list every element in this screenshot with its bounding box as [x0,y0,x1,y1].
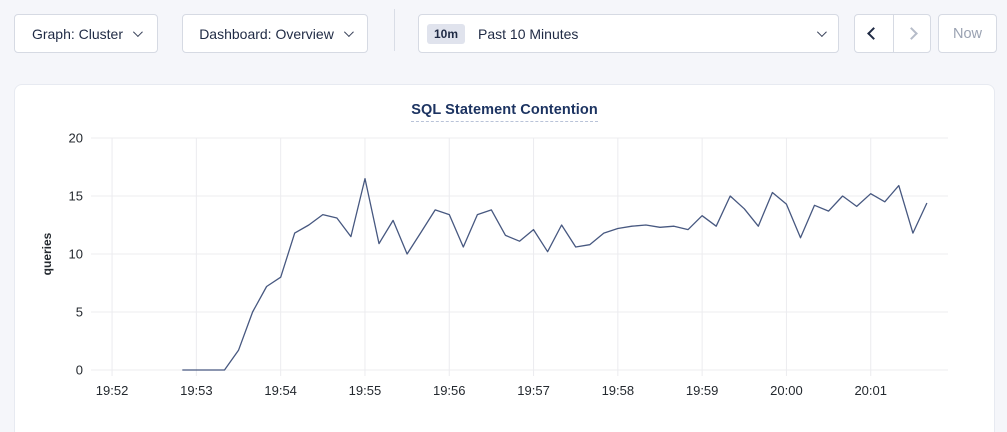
chevron-down-icon [343,27,354,38]
x-tick-label: 19:58 [602,383,635,398]
x-tick-label: 19:56 [433,383,466,398]
x-tick-label: 19:54 [264,383,297,398]
chart-panel: SQL Statement Contention 0 5 10 15 20 19:52 19… [14,84,995,432]
chevron-down-icon [816,27,827,38]
chevron-left-icon [867,27,881,40]
time-step-buttons [854,14,931,53]
x-tick-label: 19:52 [96,383,129,398]
time-next-button[interactable] [892,15,931,52]
y-tick-label: 15 [69,189,83,204]
y-tick-label: 20 [69,131,83,146]
y-axis-label: queries [40,232,54,275]
y-tick-label: 10 [69,247,83,262]
y-tick-label: 5 [76,305,83,320]
sql-statement-contention-chart: 0 5 10 15 20 19:52 19:53 19:54 19:55 19:56 19:57 19… [40,131,948,398]
time-range-badge: 10m [427,23,466,44]
toolbar-divider [394,9,395,51]
x-tick-label: 19:57 [517,383,550,398]
time-range-label: Past 10 Minutes [478,25,579,42]
x-tick-label: 20:01 [854,383,887,398]
x-tick-label: 19:53 [180,383,213,398]
graph-dropdown-label: Graph: Cluster [31,25,124,42]
graph-dropdown[interactable]: Graph: Cluster [14,14,158,53]
chart-title[interactable]: SQL Statement Contention [411,102,598,122]
now-button[interactable]: Now [938,14,997,53]
chart-title-wrap: SQL Statement Contention [15,101,994,122]
dashboard-dropdown-label: Dashboard: Overview [199,25,334,42]
y-tick-label: 0 [76,363,83,378]
x-tick-label: 20:00 [770,383,803,398]
chevron-down-icon [132,27,143,38]
x-tick-label: 19:59 [686,383,719,398]
time-range-selector[interactable]: 10m Past 10 Minutes [418,14,839,53]
toolbar: Graph: Cluster Dashboard: Overview 10m P… [0,0,1007,68]
chevron-right-icon [905,27,919,40]
dashboard-dropdown[interactable]: Dashboard: Overview [182,14,368,53]
x-tick-label: 19:55 [349,383,382,398]
time-prev-button[interactable] [855,15,893,52]
series-line [182,177,928,371]
